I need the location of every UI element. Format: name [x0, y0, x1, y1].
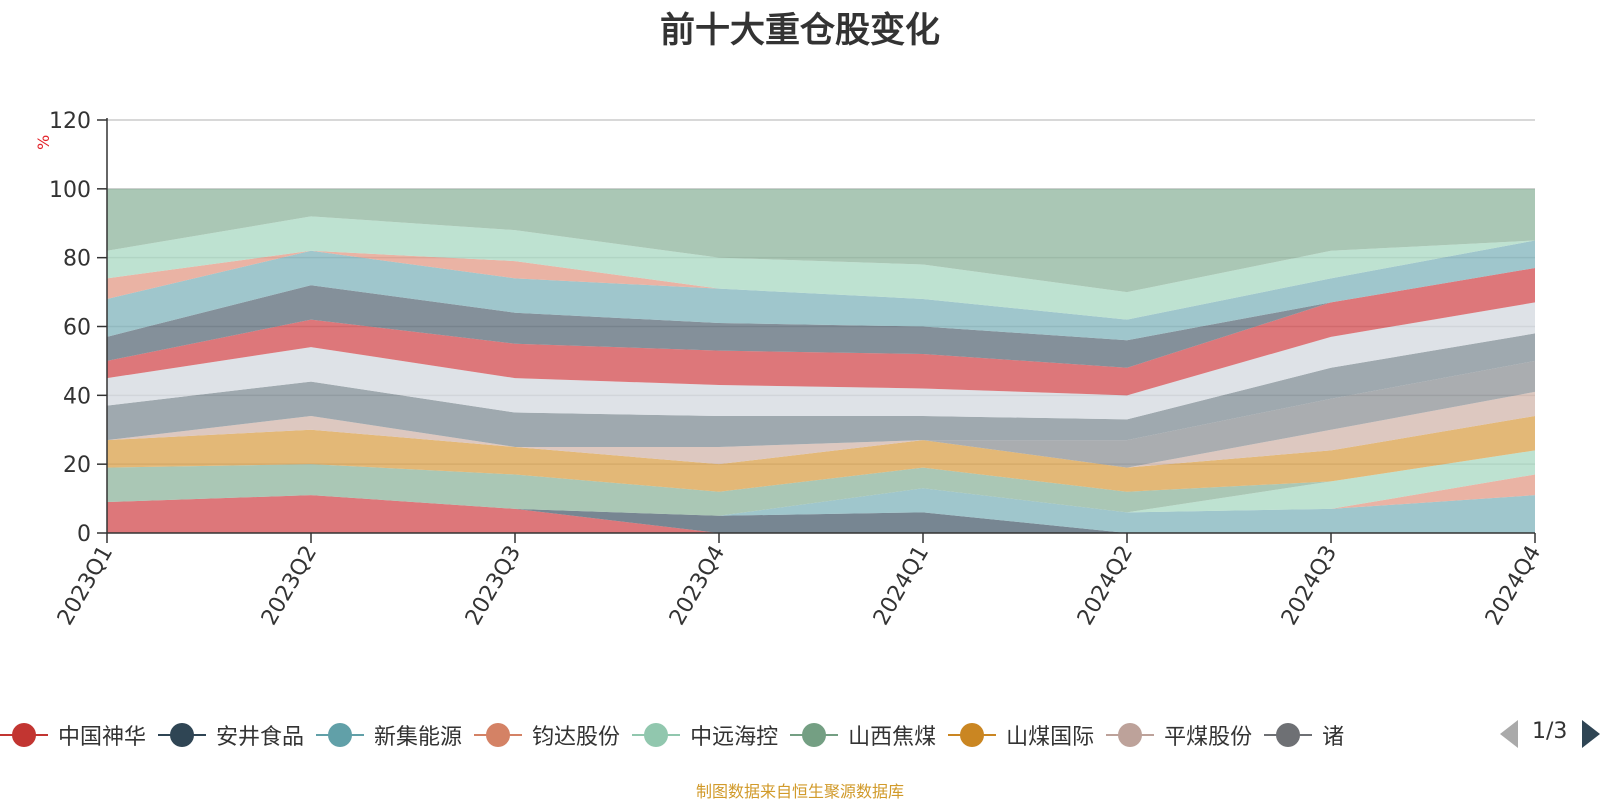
area-layer-12 [107, 267, 1535, 396]
area-layers [107, 188, 1535, 533]
legend-label: 中国神华 [58, 725, 147, 750]
legend-marker-icon [1106, 723, 1155, 747]
area-layer-13 [107, 267, 1535, 368]
legend-item[interactable]: 平煤股份 [1106, 715, 1252, 755]
legend-item[interactable]: 山煤国际 [948, 715, 1094, 755]
area-layer-10 [107, 333, 1535, 447]
legend-next-icon[interactable] [1582, 720, 1600, 748]
legend-marker-icon [158, 723, 207, 747]
legend: 中国神华 安井食品 新集能源 钧达股份 中远海控 山西焦煤 山煤国际 平煤股份 诸 [0, 715, 1470, 755]
y-tick-label: 20 [63, 453, 91, 478]
data-source-note: 制图数据来自恒生聚源数据库 [695, 782, 904, 801]
legend-item[interactable]: 钧达股份 [474, 715, 620, 755]
chart-title: 前十大重仓股变化 [659, 11, 940, 51]
legend-item[interactable]: 山西焦煤 [790, 715, 936, 755]
area-layer-14 [107, 240, 1535, 341]
area-layer-8 [107, 391, 1535, 468]
y-tick-label: 80 [63, 247, 91, 272]
legend-item[interactable]: 安井食品 [158, 715, 304, 755]
x-tick-label: 2024Q1 [869, 542, 934, 630]
x-tick-label: 2024Q2 [1073, 542, 1138, 630]
legend-marker-icon [790, 723, 839, 747]
legend-label: 平煤股份 [1164, 725, 1253, 750]
legend-label: 中远海控 [690, 725, 779, 750]
legend-marker-icon [1264, 723, 1313, 747]
x-tick-label: 2023Q4 [665, 542, 730, 630]
x-tick-label: 2023Q1 [53, 542, 118, 630]
legend-label: 新集能源 [374, 725, 463, 750]
area-layer-3 [107, 488, 1535, 533]
legend-prev-icon[interactable] [1500, 720, 1518, 748]
legend-item[interactable]: 新集能源 [316, 715, 462, 755]
y-tick-label: 100 [49, 178, 91, 203]
legend-pager: 1/3 [1500, 714, 1600, 754]
area-layer-16 [107, 216, 1535, 320]
x-tick-label: 2024Q3 [1277, 542, 1342, 630]
legend-item[interactable]: 中国神华 [0, 715, 146, 755]
legend-item[interactable]: 诸 [1264, 715, 1344, 755]
area-chart: 0 20 40 60 80 100 120 2023Q1 2023Q2 2023Q3 2023Q4… [49, 109, 1546, 630]
legend-marker-icon [632, 723, 681, 747]
y-tick-labels: 0 20 40 60 80 100 120 [49, 109, 107, 547]
area-layer-17 [107, 188, 1535, 293]
y-tick-label: 40 [63, 384, 91, 409]
area-layer-2 [107, 495, 1535, 533]
area-layer-6 [107, 450, 1535, 516]
y-tick-label: 60 [63, 316, 91, 341]
legend-marker-icon [316, 723, 365, 747]
area-layer-1 [107, 495, 1535, 533]
y-tick-label: 0 [77, 522, 91, 547]
y-tick-label: 120 [49, 109, 91, 134]
legend-label: 诸 [1322, 725, 1345, 750]
legend-label: 山西焦煤 [848, 725, 937, 750]
legend-item[interactable]: 中远海控 [632, 715, 778, 755]
legend-page-indicator: 1/3 [1532, 719, 1568, 744]
legend-marker-icon [474, 723, 523, 747]
legend-marker-icon [0, 723, 48, 747]
x-tick-label: 2024Q4 [1481, 542, 1546, 630]
area-layer-15 [107, 240, 1535, 320]
legend-marker-icon [948, 723, 997, 747]
x-tick-labels: 2023Q1 2023Q2 2023Q3 2023Q4 2024Q1 2024Q2 2024… [53, 533, 1546, 630]
area-layer-11 [107, 302, 1535, 420]
legend-label: 安井食品 [216, 725, 305, 750]
x-tick-label: 2023Q2 [257, 542, 322, 630]
legend-label: 山煤国际 [1006, 725, 1095, 750]
area-layer-9 [107, 360, 1535, 468]
legend-label: 钧达股份 [532, 725, 621, 750]
x-tick-label: 2023Q3 [461, 542, 526, 630]
area-layer-7 [107, 415, 1535, 492]
